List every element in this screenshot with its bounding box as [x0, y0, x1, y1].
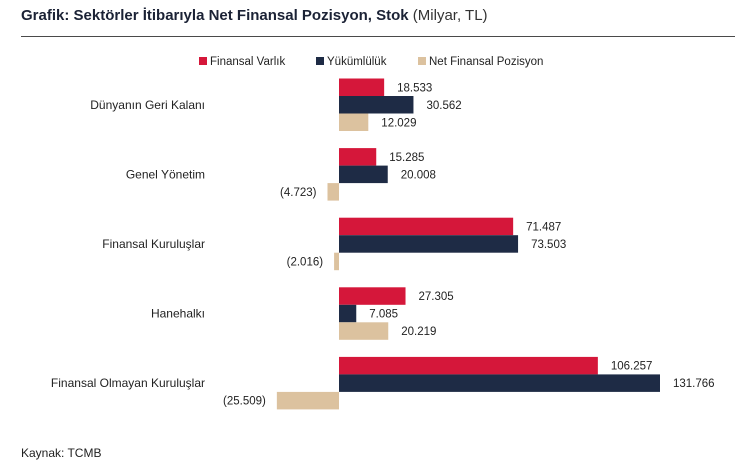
bar-3 — [334, 252, 339, 271]
data-label: (25.509) — [223, 396, 266, 408]
source-note: Kaynak: TCMB — [21, 446, 102, 460]
data-label: 15.285 — [389, 152, 424, 164]
category-label: Finansal Olmayan Kuruluşlar — [51, 376, 205, 390]
category-label: Genel Yönetim — [126, 167, 205, 181]
bar-3 — [339, 322, 389, 340]
bar-1 — [339, 148, 377, 166]
data-label: 20.008 — [401, 169, 436, 181]
legend-label-2: Yükümlülük — [327, 56, 387, 68]
legend-label-1: Finansal Varlık — [210, 56, 285, 68]
data-label: 30.562 — [426, 100, 461, 112]
data-label: 106.257 — [611, 361, 653, 373]
data-label: (2.016) — [287, 256, 324, 268]
bar-2 — [339, 235, 519, 253]
bar-2 — [339, 165, 388, 184]
bar-chart: Finansal Varlık Yükümlülük Net Finansal Po… — [51, 56, 715, 410]
bar-1 — [339, 217, 514, 236]
category-label: Finansal Kuruluşlar — [102, 237, 205, 251]
bar-3 — [339, 113, 369, 131]
legend-label-3: Net Finansal Pozisyon — [429, 56, 543, 68]
data-label: 27.305 — [419, 291, 454, 303]
data-label: 73.503 — [531, 239, 566, 251]
data-label: 71.487 — [526, 221, 561, 233]
category-label: Dünyanın Geri Kalanı — [90, 98, 205, 112]
bar-1 — [339, 78, 385, 96]
bar-3 — [276, 391, 339, 410]
title-divider — [21, 36, 735, 37]
bar-2 — [339, 374, 660, 392]
bar-1 — [339, 356, 598, 375]
chart-title: Grafik: Sektörler İtibarıyla Net Finansa… — [21, 7, 488, 24]
data-label: 12.029 — [381, 117, 416, 129]
data-label: 7.085 — [369, 309, 398, 321]
legend-swatch-1 — [199, 57, 207, 65]
bar-3 — [327, 183, 339, 201]
data-label: 20.219 — [401, 326, 436, 338]
bar-2 — [339, 96, 414, 114]
chart-title-main: Grafik: Sektörler İtibarıyla Net Finansa… — [21, 7, 409, 24]
data-label: 131.766 — [673, 378, 715, 390]
bar-2 — [339, 304, 357, 323]
legend-swatch-2 — [316, 57, 324, 65]
category-label: Hanehalkı — [151, 307, 205, 321]
legend-swatch-3 — [418, 57, 426, 65]
chart-title-unit: (Milyar, TL) — [412, 7, 488, 24]
data-label: (4.723) — [280, 187, 317, 199]
data-label: 18.533 — [397, 82, 432, 94]
bar-1 — [339, 287, 406, 305]
